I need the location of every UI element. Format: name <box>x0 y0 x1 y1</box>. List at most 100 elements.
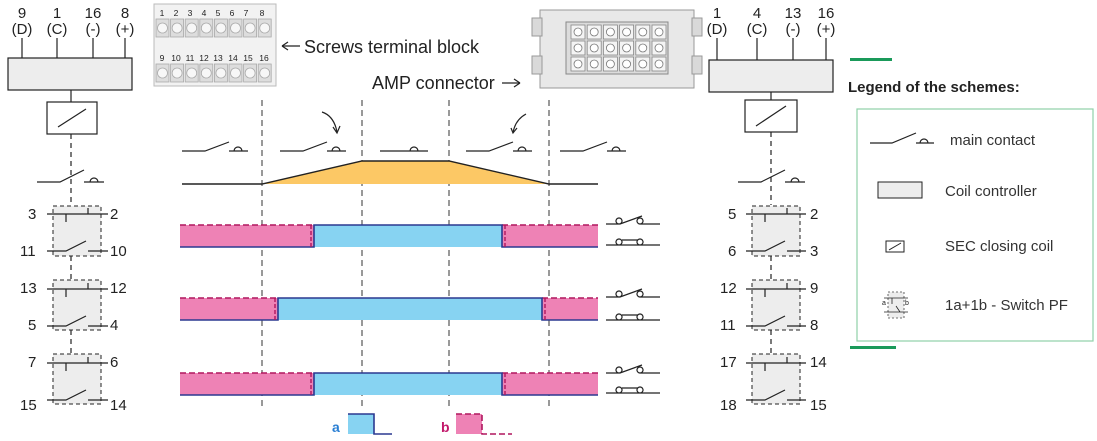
pin-role: (C) <box>47 21 68 38</box>
terminal-number: 11 <box>20 243 36 260</box>
terminal-number: 4 <box>110 317 118 334</box>
terminal-number: 14 <box>228 53 238 63</box>
contact-travel-ramp <box>182 160 598 185</box>
terminal-number: 14 <box>810 354 827 371</box>
terminal-screw <box>157 67 168 79</box>
terminal-number: 3 <box>810 243 818 260</box>
terminal-number: 10 <box>110 243 127 260</box>
pin-role: (C) <box>747 21 768 38</box>
terminal-number: 18 <box>720 397 737 414</box>
terminal-number: 3 <box>28 206 36 223</box>
terminal-screw <box>244 22 256 34</box>
terminal-screw <box>157 22 168 34</box>
contact-b-state-bar <box>542 298 598 320</box>
pin-number: 13 <box>785 5 802 22</box>
terminal-number: 9 <box>160 53 165 63</box>
connector-pin <box>589 59 599 69</box>
pin-number: 1 <box>713 5 721 22</box>
aux-switch-pf: 13 12 5 4 <box>20 279 127 334</box>
legend-label: 1a+1b - Switch PF <box>945 297 1068 314</box>
coil-controller-block <box>7 57 133 91</box>
terminal-number: 12 <box>110 280 127 297</box>
coil-controller-icon <box>877 181 923 199</box>
key-b-label: b <box>441 419 450 435</box>
terminal-number: 13 <box>213 53 223 63</box>
contact-a-state-bar <box>278 298 542 320</box>
pulse-row <box>180 297 598 321</box>
left-unit: 9 (D) 1 (C) 16 (-) 8 (+) <box>7 5 135 414</box>
terminal-number: 10 <box>171 53 181 63</box>
connector-pin <box>589 27 599 37</box>
contact-b-state-bar <box>180 298 278 320</box>
main-contact-states <box>182 141 626 152</box>
terminal-screw <box>200 22 212 34</box>
terminal-screw <box>171 22 183 34</box>
terminal-number: 15 <box>20 397 37 414</box>
connector-pin <box>606 43 615 53</box>
terminal-screw <box>215 67 227 79</box>
terminal-screw <box>186 22 198 34</box>
coil-controller-block <box>708 59 834 93</box>
terminal-number: 2 <box>810 206 818 223</box>
terminal-number: 9 <box>810 280 818 297</box>
terminal-number: 5 <box>728 206 736 223</box>
terminal-number: 14 <box>110 397 127 414</box>
aux-switch-pf: 7 6 15 14 <box>20 353 127 414</box>
legend-label: Coil controller <box>945 183 1037 200</box>
switch-pf-b-label: b <box>905 300 909 307</box>
aux-switch-pf: 3 2 11 10 <box>20 205 127 260</box>
contact-a-signal-line <box>180 297 598 321</box>
connector-pin <box>638 59 648 69</box>
legend-label: main contact <box>950 132 1036 149</box>
terminal-number: 2 <box>110 206 118 223</box>
terminal-number: 2 <box>174 8 179 18</box>
row-contact-symbols <box>606 215 660 394</box>
contact-b-state-bar <box>502 225 598 247</box>
contact-b-state-bar <box>180 373 314 395</box>
contact-b-state-bar <box>502 373 598 395</box>
switch-pf-icon: a b <box>882 291 909 319</box>
contact-a-state-bar <box>314 225 502 247</box>
connector-pin <box>573 59 583 69</box>
aux-switch-pf: 5 2 6 3 <box>728 205 818 260</box>
connector-pin <box>654 27 664 37</box>
contact-b-transition-line <box>310 373 506 395</box>
terminal-number: 7 <box>28 354 36 371</box>
closing-arrow-icon <box>321 111 341 135</box>
main-contact-symbol <box>738 169 805 183</box>
contact-a-state-bar <box>314 373 502 395</box>
pin-number: 16 <box>818 5 835 22</box>
connector-pin <box>654 59 664 69</box>
timing-diagram: a b <box>180 100 660 435</box>
connector-pin <box>589 43 599 53</box>
connector-pin <box>622 59 631 69</box>
main-contact-icon <box>870 132 934 144</box>
terminal-number: 11 <box>186 53 195 63</box>
pin-role: (-) <box>786 21 801 38</box>
connector-pin <box>638 27 648 37</box>
contact-b-state-bar <box>180 225 314 247</box>
pin-role: (+) <box>116 21 135 38</box>
pin-number: 1 <box>53 5 61 22</box>
connector-pin <box>573 27 583 37</box>
pin-role: (-) <box>86 21 101 38</box>
terminal-screw <box>171 67 183 79</box>
connector-pin <box>654 43 664 53</box>
terminal-screw <box>230 22 241 34</box>
terminal-number: 5 <box>216 8 221 18</box>
connector-pin <box>606 59 615 69</box>
aux-switch-pf: 17 14 18 15 <box>720 353 827 414</box>
pin-role: (D) <box>707 21 728 38</box>
contact-b-transition-line <box>274 298 546 320</box>
terminal-number: 3 <box>188 8 193 18</box>
sec-closing-coil <box>46 101 98 135</box>
pin-role: (+) <box>817 21 836 38</box>
right-unit: 1 (D) 4 (C) 13 (-) 16 (+) <box>707 5 836 414</box>
terminal-screw <box>230 67 241 79</box>
amp-connector <box>531 9 703 89</box>
legend-title: Legend of the schemes: <box>848 79 1020 96</box>
terminal-number: 6 <box>110 354 118 371</box>
terminal-number: 1 <box>160 8 165 18</box>
connector-pin <box>622 27 631 37</box>
pulse-row <box>180 372 598 396</box>
